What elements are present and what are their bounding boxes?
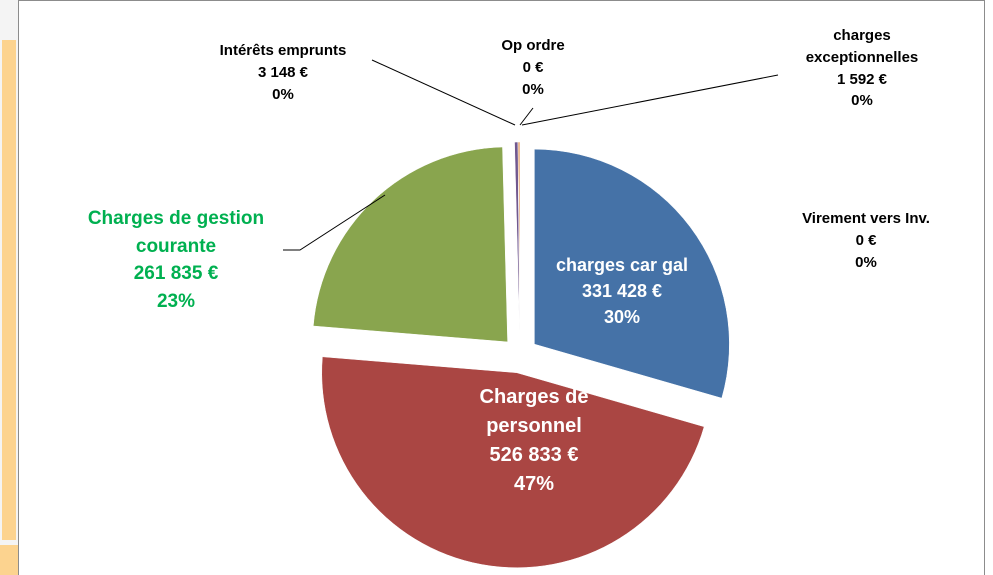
sheet-cells: [2, 40, 16, 540]
data-label: Charges de gestion courante 261 835 € 23%: [61, 205, 291, 315]
label-name: Op ordre: [501, 37, 565, 54]
leader-line: [371, 59, 516, 126]
label-percent: 23%: [156, 290, 196, 312]
data-label: Charges de personnel 526 833 € 47%: [464, 383, 604, 499]
label-name: charges car gal: [555, 255, 689, 275]
pie-slice: [534, 148, 730, 399]
label-value: 3 148 €: [257, 63, 309, 81]
label-name: Charges de personnel: [479, 386, 589, 437]
pie-slice: [313, 146, 508, 343]
label-name: Virement vers Inv.: [802, 210, 930, 227]
leader-line: [519, 107, 534, 126]
sheet-cells: [0, 545, 18, 575]
label-percent: 0%: [855, 253, 877, 271]
label-percent: 0%: [851, 92, 873, 110]
leader-line: [283, 194, 386, 251]
data-label: Virement vers Inv. 0 € 0%: [771, 208, 961, 273]
label-value: 331 428 €: [581, 281, 663, 302]
label-name: Charges de gestion courante: [87, 208, 265, 257]
label-name: charges exceptionnelles: [805, 27, 919, 66]
data-label: charges exceptionnelles 1 592 € 0%: [792, 25, 932, 112]
label-percent: 47%: [513, 473, 555, 495]
label-value: 0 €: [855, 231, 877, 249]
label-value: 261 835 €: [133, 263, 219, 285]
pie-slice: [321, 356, 705, 568]
label-name: Intérêts emprunts: [219, 42, 347, 59]
label-value: 1 592 €: [836, 70, 888, 88]
data-label: Op ordre 0 € 0%: [473, 35, 593, 100]
data-label: charges car gal 331 428 € 30%: [537, 252, 707, 330]
data-label: Intérêts emprunts 3 148 € 0%: [188, 40, 378, 105]
leader-line: [521, 74, 779, 126]
label-value: 526 833 €: [489, 444, 579, 466]
label-percent: 0%: [522, 80, 544, 98]
label-percent: 30%: [603, 307, 641, 328]
label-value: 0 €: [522, 58, 544, 76]
label-percent: 0%: [272, 85, 294, 103]
